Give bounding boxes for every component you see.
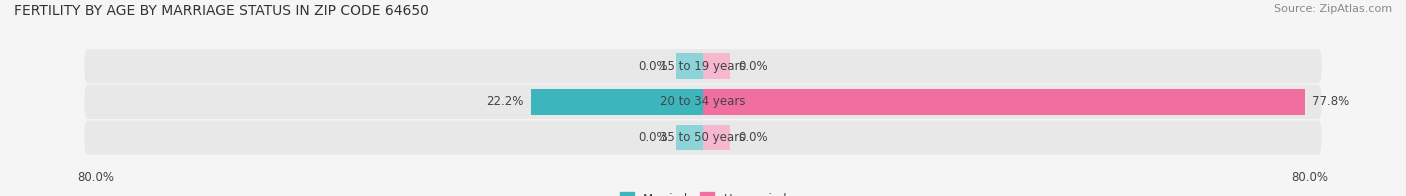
Text: 0.0%: 0.0% — [738, 60, 768, 73]
Text: Source: ZipAtlas.com: Source: ZipAtlas.com — [1274, 4, 1392, 14]
Bar — [676, 125, 703, 150]
Text: 15 to 19 years: 15 to 19 years — [661, 60, 745, 73]
Text: 80.0%: 80.0% — [77, 171, 114, 183]
FancyBboxPatch shape — [84, 121, 1322, 155]
Text: FERTILITY BY AGE BY MARRIAGE STATUS IN ZIP CODE 64650: FERTILITY BY AGE BY MARRIAGE STATUS IN Z… — [14, 4, 429, 18]
Bar — [531, 89, 703, 115]
Text: 35 to 50 years: 35 to 50 years — [661, 131, 745, 144]
FancyBboxPatch shape — [84, 85, 1322, 119]
Text: 20 to 34 years: 20 to 34 years — [661, 95, 745, 108]
Text: 22.2%: 22.2% — [486, 95, 523, 108]
FancyBboxPatch shape — [84, 49, 1322, 83]
Text: 0.0%: 0.0% — [638, 131, 668, 144]
Text: 80.0%: 80.0% — [1292, 171, 1329, 183]
Bar — [703, 54, 730, 79]
Bar — [676, 54, 703, 79]
Bar — [703, 125, 730, 150]
Text: 0.0%: 0.0% — [738, 131, 768, 144]
Text: 77.8%: 77.8% — [1312, 95, 1350, 108]
Legend: Married, Unmarried: Married, Unmarried — [620, 192, 786, 196]
Bar — [703, 89, 1305, 115]
Text: 0.0%: 0.0% — [638, 60, 668, 73]
